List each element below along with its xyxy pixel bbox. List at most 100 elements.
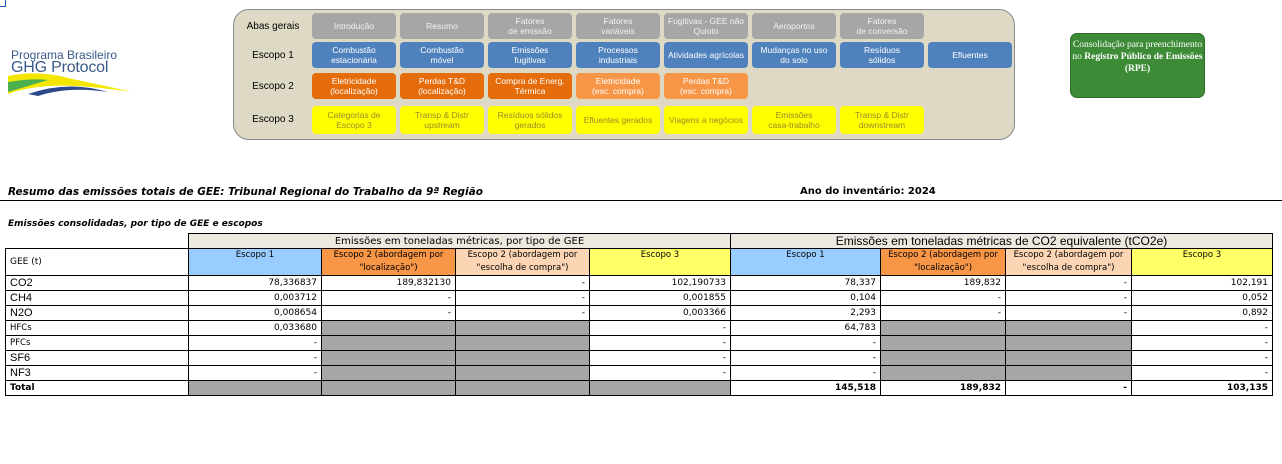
disabled-cell [1005, 335, 1132, 351]
disabled-cell [455, 365, 590, 381]
disabled-cell [321, 380, 456, 396]
nav-button[interactable]: Eletricidade (esc. compra) [576, 73, 660, 99]
nav-button[interactable]: Processos industriais [576, 42, 660, 68]
nav-button[interactable]: Emissões fugitivas [488, 42, 572, 68]
total-label: Total [5, 380, 189, 396]
nav-button[interactable]: Eletricidade (localização) [312, 73, 396, 99]
header-co2e-scope2-location: Escopo 2 (abordagem por "localização") [880, 248, 1006, 276]
nav-button[interactable]: Introdução [312, 13, 396, 39]
disabled-cell [880, 365, 1006, 381]
value-cell: 102,190733 [589, 275, 731, 291]
nav-button[interactable]: Transp & Distr downstream [840, 106, 924, 134]
gas-cell: CH4 [5, 290, 189, 306]
value-cell: - [1005, 305, 1132, 321]
gas-cell: CO2 [5, 275, 189, 291]
header-t-scope2-location: Escopo 2 (abordagem por "localização") [321, 248, 456, 276]
empty-corner [5, 233, 189, 249]
ghg-protocol-logo: Programa Brasileiro GHG Protocol [8, 48, 133, 100]
value-cell: 64,783 [730, 320, 881, 336]
value-cell: 189,832130 [321, 275, 456, 291]
disabled-cell [589, 380, 731, 396]
disabled-cell [188, 380, 322, 396]
value-cell: - [455, 305, 590, 321]
nav-button[interactable]: Compra de Energ. Térmica [488, 73, 572, 99]
table-row: CO2 78,336837 189,832130-102,190733 78,337 1… [5, 275, 1273, 291]
value-cell: - [188, 350, 322, 366]
header-t-scope3: Escopo 3 [589, 248, 731, 276]
nav-button[interactable]: Fatores de conversão [840, 13, 924, 39]
value-cell: - [455, 275, 590, 291]
gas-cell: NF3 [5, 365, 189, 381]
total-value-cell: - [1005, 380, 1132, 396]
value-cell: - [730, 365, 881, 381]
value-cell: - [589, 320, 731, 336]
summary-subtitle: Emissões consolidadas, por tipo de GEE e… [8, 219, 263, 229]
nav-button[interactable]: Resíduos sólidos gerados [488, 106, 572, 134]
value-cell: - [1005, 275, 1132, 291]
disabled-cell [1005, 320, 1132, 336]
nav-button[interactable]: Perdas T&D (esc. compra) [664, 73, 748, 99]
value-cell: - [589, 350, 731, 366]
nav-button[interactable]: Efluentes [928, 42, 1012, 68]
value-cell: - [188, 335, 322, 351]
total-value-cell: 189,832 [880, 380, 1006, 396]
nav-button[interactable]: Resíduos sólidos [840, 42, 924, 68]
disabled-cell [321, 335, 456, 351]
disabled-cell [321, 320, 456, 336]
brazil-swoosh-icon [8, 73, 133, 96]
logo-line1: Programa Brasileiro [11, 48, 118, 62]
gas-cell: N2O [5, 305, 189, 321]
value-cell: - [1131, 335, 1273, 351]
header-co2e-scope2-purchase: Escopo 2 (abordagem por "escolha de comp… [1005, 248, 1132, 276]
nav-button[interactable]: Aeroportos [752, 13, 836, 39]
disabled-cell [455, 380, 590, 396]
nav-button[interactable]: Resumo [400, 13, 484, 39]
disabled-cell [321, 365, 456, 381]
nav-button[interactable]: Combustão móvel [400, 42, 484, 68]
table-row: PFCs - - - - [5, 335, 1273, 351]
value-cell: - [1131, 350, 1273, 366]
disabled-cell [1005, 350, 1132, 366]
header-t-scope1: Escopo 1 [188, 248, 322, 276]
value-cell: 0,008654 [188, 305, 322, 321]
nav-button[interactable]: Fatores de emissão [488, 13, 572, 39]
group-header-co2e: Emissões em toneladas métricas de CO2 eq… [730, 233, 1273, 249]
rpe-consolidation-button[interactable]: Consolidação para preenchimento no Regis… [1070, 33, 1205, 98]
table-row: SF6- - - - [5, 350, 1273, 366]
gas-cell: SF6 [5, 350, 189, 366]
nav-button[interactable]: Atividades agrícolas [664, 42, 748, 68]
table-row: HFCs 0,033680-64,783- [5, 320, 1273, 336]
header-co2e-scope1: Escopo 1 [730, 248, 881, 276]
table-row: N2O 0,008654- -0,003366 2,293- -0,892 [5, 305, 1273, 321]
nav-button[interactable]: Efluentes gerados [576, 106, 660, 134]
nav-button[interactable]: Viagens a negócios [664, 106, 748, 134]
value-cell: 78,336837 [188, 275, 322, 291]
nav-button[interactable]: Fugitivas - GEE não Quioto [664, 13, 748, 39]
nav-button[interactable]: Perdas T&D (localização) [400, 73, 484, 99]
nav-button[interactable]: Transp & Distr upstream [400, 106, 484, 134]
value-cell: - [730, 335, 881, 351]
nav-button[interactable]: Emissões casa-trabalho [752, 106, 836, 134]
gas-header: GEE (t) [5, 248, 189, 276]
nav-button[interactable]: Fatores variáveis [576, 13, 660, 39]
rpe-bold-text: Registro Público de Emissões (RPE) [1084, 52, 1203, 74]
nav-row-label: Escopo 3 [252, 114, 294, 125]
value-cell: - [589, 335, 731, 351]
disabled-cell [880, 335, 1006, 351]
value-cell: 0,003366 [589, 305, 731, 321]
disabled-cell [321, 350, 456, 366]
value-cell: 0,001855 [589, 290, 731, 306]
value-cell: - [188, 365, 322, 381]
value-cell: - [880, 290, 1006, 306]
nav-button[interactable]: Categorias de Escopo 3 [312, 106, 396, 134]
total-value-cell: 145,518 [730, 380, 881, 396]
nav-button[interactable]: Combustão estacionária [312, 42, 396, 68]
summary-title: Resumo das emissões totais de GEE: Tribu… [8, 186, 483, 198]
disabled-cell [455, 335, 590, 351]
rpe-text: Consolidação para preenchimento no [1072, 40, 1203, 62]
value-cell: - [589, 365, 731, 381]
navigation-panel: Abas gerais Introdução Resumo Fatores de em… [233, 9, 1015, 140]
value-cell: - [321, 290, 456, 306]
gas-cell: HFCs [5, 320, 189, 336]
nav-button[interactable]: Mudanças no uso do solo [752, 42, 836, 68]
